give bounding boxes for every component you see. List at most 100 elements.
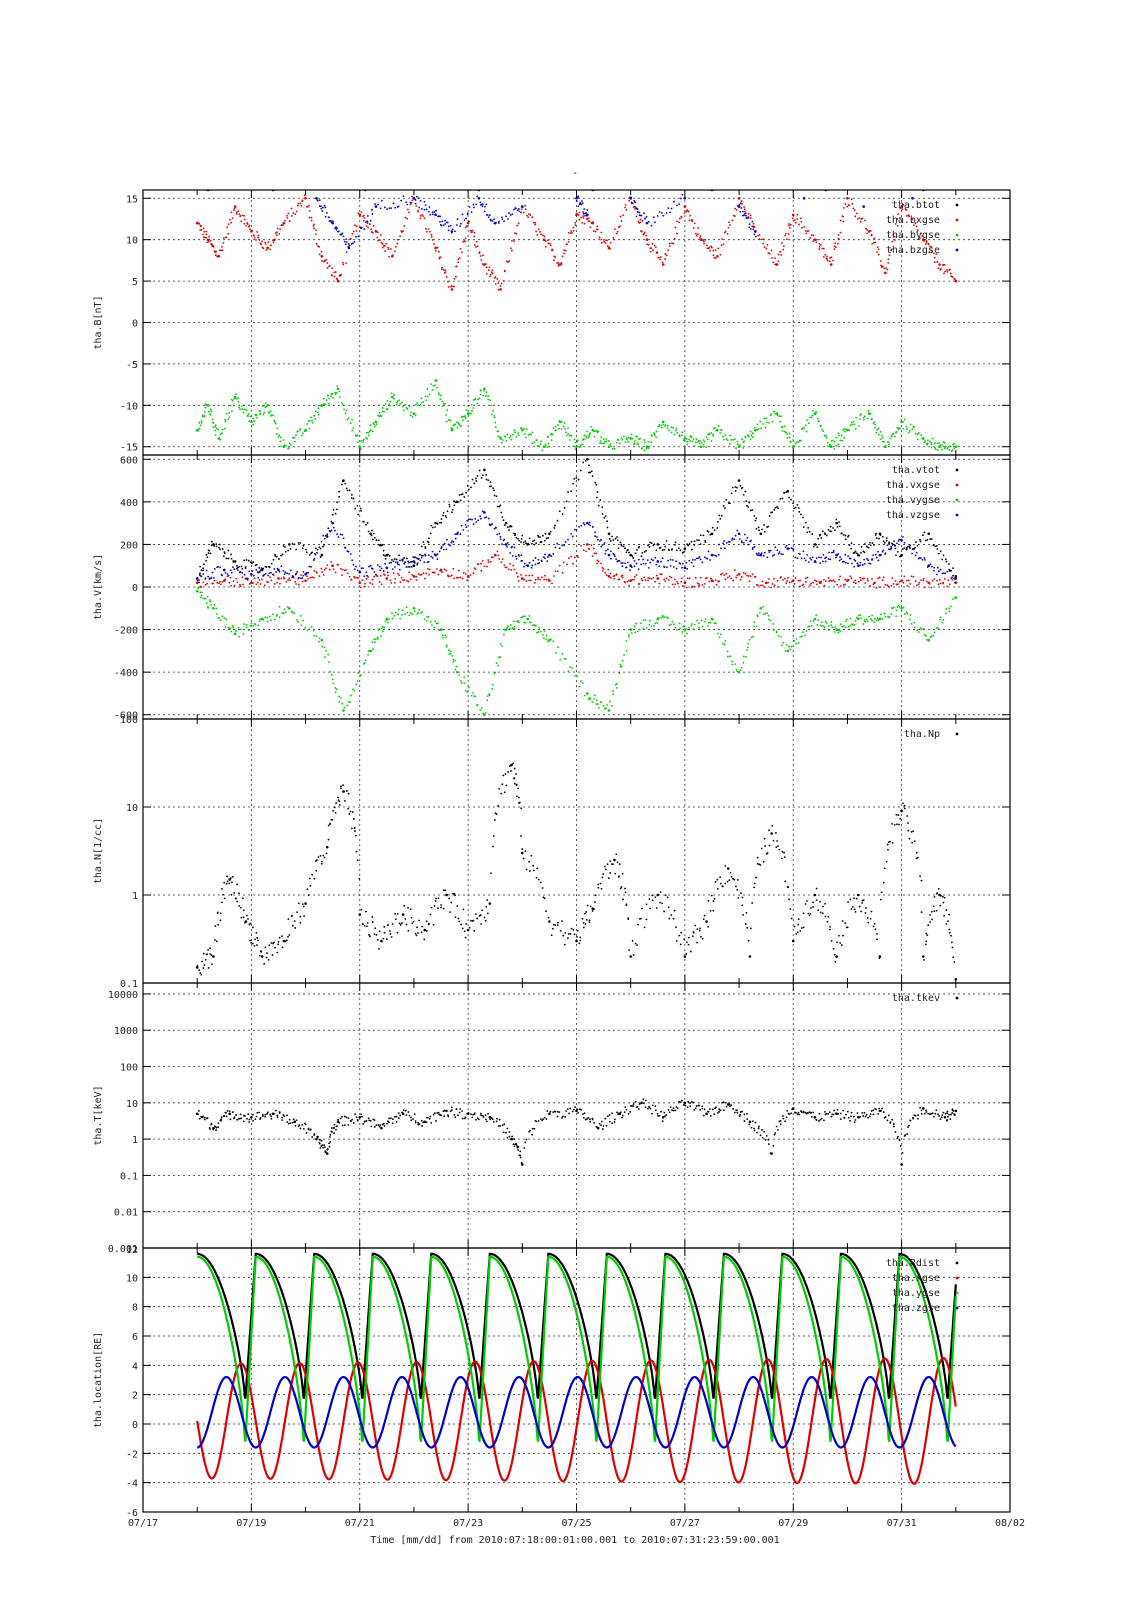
data-point xyxy=(737,205,741,208)
data-point xyxy=(508,436,511,439)
data-point xyxy=(538,626,541,629)
data-point xyxy=(933,631,936,634)
data-point xyxy=(244,920,248,923)
data-point xyxy=(296,619,298,621)
data-point xyxy=(777,845,779,847)
data-point xyxy=(499,504,502,507)
data-point xyxy=(561,544,564,547)
data-point xyxy=(573,674,576,677)
data-point xyxy=(700,935,702,938)
data-point xyxy=(588,464,590,467)
data-point xyxy=(468,686,470,689)
data-point xyxy=(709,249,712,252)
legend-marker xyxy=(955,498,959,502)
data-point xyxy=(400,576,403,579)
data-point xyxy=(637,568,640,571)
data-point xyxy=(211,571,214,574)
data-point xyxy=(834,580,836,583)
data-point xyxy=(367,650,370,652)
data-point xyxy=(635,622,638,625)
data-point xyxy=(433,571,436,574)
data-point xyxy=(790,498,792,501)
data-point xyxy=(349,553,352,555)
data-point xyxy=(375,539,378,542)
data-point xyxy=(419,559,422,562)
data-point xyxy=(937,887,940,890)
data-point xyxy=(893,606,895,609)
data-point xyxy=(879,898,882,901)
data-point xyxy=(242,633,245,635)
data-point xyxy=(597,504,600,507)
data-point xyxy=(486,699,489,702)
data-point xyxy=(399,617,402,620)
data-point xyxy=(629,437,632,440)
data-point xyxy=(406,208,409,211)
data-point xyxy=(743,440,746,443)
data-point xyxy=(720,573,722,576)
data-point xyxy=(850,547,853,550)
data-point xyxy=(861,564,864,566)
data-point xyxy=(808,914,811,917)
data-point xyxy=(623,653,625,656)
data-point xyxy=(714,554,716,557)
data-point xyxy=(625,566,628,569)
data-point xyxy=(382,549,385,552)
data-point xyxy=(390,395,394,399)
data-point xyxy=(602,438,605,441)
data-point xyxy=(418,919,421,922)
data-point xyxy=(487,561,490,563)
data-point xyxy=(442,636,445,639)
data-point xyxy=(545,537,548,540)
data-point xyxy=(386,208,388,211)
data-point xyxy=(909,547,911,550)
data-point xyxy=(877,248,880,251)
data-point xyxy=(601,442,603,445)
data-point xyxy=(220,245,223,248)
data-point xyxy=(202,1115,204,1118)
data-point xyxy=(498,788,501,790)
data-point xyxy=(812,906,815,908)
data-point xyxy=(250,622,253,625)
data-point xyxy=(318,253,321,256)
data-point xyxy=(911,218,914,221)
data-point xyxy=(780,254,783,256)
data-point xyxy=(262,619,265,621)
data-point xyxy=(527,216,530,219)
data-point xyxy=(503,564,506,566)
data-point xyxy=(257,571,260,574)
data-point xyxy=(638,211,641,214)
data-point xyxy=(948,568,950,571)
data-point xyxy=(659,546,662,549)
data-point xyxy=(523,578,525,581)
data-point xyxy=(847,562,849,565)
data-point xyxy=(820,621,823,624)
data-point xyxy=(747,574,750,577)
data-point xyxy=(910,831,913,833)
data-point xyxy=(695,438,698,441)
data-point xyxy=(243,408,246,411)
data-point xyxy=(742,493,745,496)
data-point xyxy=(946,270,949,273)
data-point xyxy=(926,934,929,937)
data-point xyxy=(897,540,900,542)
data-point xyxy=(834,960,837,963)
data-point xyxy=(453,577,456,580)
data-point xyxy=(742,661,745,664)
data-point xyxy=(475,521,478,524)
data-point xyxy=(898,823,900,826)
data-point xyxy=(858,554,861,557)
data-point xyxy=(198,427,201,430)
data-point xyxy=(286,216,289,219)
data-point xyxy=(844,626,847,629)
data-point xyxy=(323,204,326,207)
data-point xyxy=(882,881,885,884)
data-point xyxy=(381,246,384,249)
data-point xyxy=(572,482,574,485)
data-point xyxy=(365,910,367,913)
data-point xyxy=(371,568,374,570)
data-point xyxy=(928,251,931,253)
data-point xyxy=(487,398,490,401)
data-point xyxy=(306,575,308,578)
data-point xyxy=(788,496,791,499)
data-point xyxy=(468,926,471,929)
